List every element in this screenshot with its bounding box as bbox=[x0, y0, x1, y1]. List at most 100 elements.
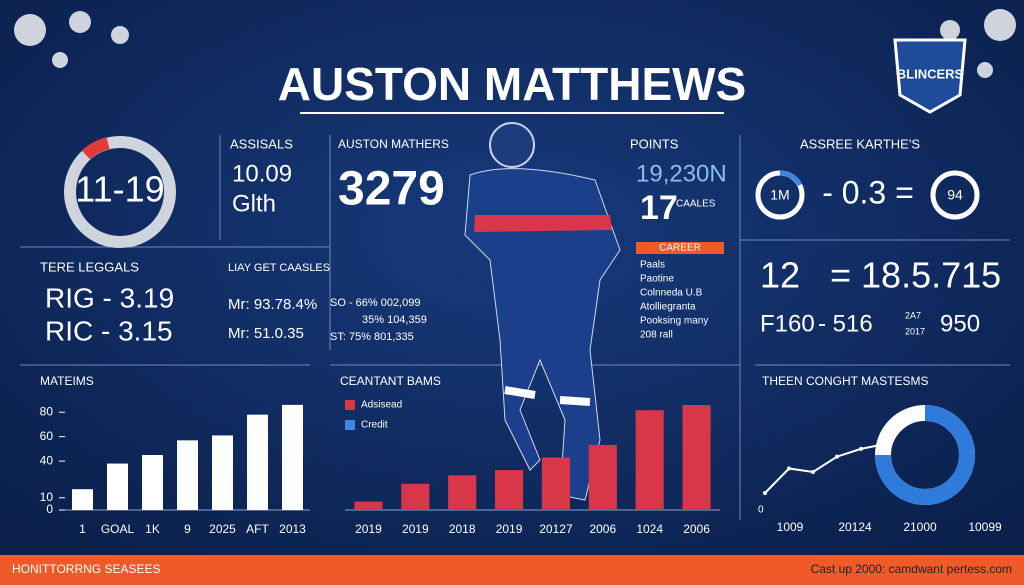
x-tick-label: 1 bbox=[79, 522, 86, 536]
bar bbox=[588, 444, 617, 510]
value: 2017 bbox=[905, 326, 925, 336]
ring bbox=[930, 170, 980, 220]
x-tick-label: 9 bbox=[184, 522, 191, 536]
bar bbox=[107, 463, 128, 510]
y-tick-label: 80 bbox=[40, 404, 54, 418]
list-item: 208 rall bbox=[640, 330, 673, 341]
list-item: Paotine bbox=[640, 274, 674, 285]
stat: ST: 75% 801,335 bbox=[330, 331, 414, 343]
origin-label: 0 bbox=[758, 505, 764, 516]
x-tick-label: 1024 bbox=[636, 522, 663, 536]
title: AUSTON MATTHEWS bbox=[278, 58, 747, 110]
x-tick-label: 21000 bbox=[903, 520, 937, 534]
x-tick-label: GOAL bbox=[101, 522, 135, 536]
value: 1M bbox=[770, 187, 789, 203]
bar bbox=[72, 489, 93, 510]
bar bbox=[177, 440, 198, 510]
point bbox=[763, 491, 767, 495]
x-tick-label: 2013 bbox=[279, 522, 306, 536]
label: TERE LEGGALS bbox=[40, 259, 139, 274]
x-tick-label: 2019 bbox=[355, 522, 382, 536]
value: = 18.5.715 bbox=[830, 255, 1001, 296]
label: POINTS bbox=[630, 136, 679, 151]
value: - 0.3 = bbox=[822, 174, 914, 210]
ring-arc bbox=[779, 170, 803, 187]
x-tick-label: 2019 bbox=[496, 522, 523, 536]
point bbox=[835, 454, 839, 459]
bar bbox=[682, 405, 711, 510]
bar bbox=[282, 404, 303, 510]
list-item: Paals bbox=[640, 260, 665, 271]
x-tick-label: 2019 bbox=[402, 522, 429, 536]
x-tick-label: 1K bbox=[145, 522, 160, 536]
point bbox=[859, 446, 863, 451]
stat: 35% 104,359 bbox=[362, 314, 427, 326]
y-tick-label: 60 bbox=[40, 429, 54, 443]
label: ASSISALS bbox=[230, 136, 293, 151]
x-tick-label: 10099 bbox=[968, 520, 1002, 534]
logo-text: BLINCERS bbox=[897, 66, 964, 81]
stat: Mr: 51.0.35 bbox=[228, 325, 304, 342]
list-item: Pooksing many bbox=[640, 316, 708, 327]
value: F160 bbox=[760, 310, 815, 337]
player bbox=[464, 122, 621, 501]
x-tick-label: AFT bbox=[246, 522, 269, 536]
list-item: Colnneda U.B bbox=[640, 288, 703, 299]
x-tick-label: 2025 bbox=[209, 522, 236, 536]
label: ASSREE KARTHE'S bbox=[800, 136, 920, 151]
value: 10.09 bbox=[232, 160, 292, 187]
footer-bar bbox=[0, 555, 1024, 585]
bar bbox=[247, 414, 268, 510]
x-tick-label: 2018 bbox=[449, 522, 476, 536]
list-item: Atolliegranta bbox=[640, 302, 696, 313]
point bbox=[787, 466, 791, 471]
row: RIC - 3.15 bbox=[45, 315, 173, 346]
bar bbox=[495, 470, 524, 510]
value: - 516 bbox=[818, 310, 873, 337]
bar bbox=[541, 457, 570, 510]
chart-title: THEEN CONGHT MASTESMS bbox=[762, 374, 928, 388]
bar bbox=[142, 455, 163, 510]
ring-value: 11-19 bbox=[75, 169, 164, 210]
bar bbox=[401, 483, 430, 510]
value: Glth bbox=[232, 190, 276, 217]
label: AUSTON MATHERS bbox=[338, 137, 449, 151]
value: 19,230N bbox=[636, 160, 727, 187]
legend-label: Adsisead bbox=[361, 400, 402, 411]
legend-swatch bbox=[345, 420, 355, 430]
value: 950 bbox=[940, 310, 980, 337]
y-tick-label: 0 bbox=[46, 502, 53, 516]
x-tick-label: 2006 bbox=[683, 522, 710, 536]
x-tick-label: 20124 bbox=[838, 520, 872, 534]
y-tick-label: 10 bbox=[40, 490, 54, 504]
donut-arc bbox=[875, 405, 975, 505]
x-tick-label: 2006 bbox=[589, 522, 616, 536]
footer-left: HONITTORRNG SEASEES bbox=[12, 562, 160, 576]
badge-text: CAREER bbox=[659, 243, 701, 254]
value: 94 bbox=[947, 187, 963, 203]
lights bbox=[14, 9, 1016, 78]
x-tick-label: 20127 bbox=[539, 522, 573, 536]
bar bbox=[354, 501, 383, 510]
bar bbox=[448, 475, 477, 510]
legend-swatch bbox=[345, 400, 355, 410]
x-tick-label: 1009 bbox=[777, 520, 804, 534]
legend-label: Credit bbox=[361, 420, 388, 431]
value: 2A7 bbox=[905, 310, 921, 320]
point bbox=[811, 470, 815, 474]
bar bbox=[635, 410, 664, 510]
ring: 11-19 bbox=[64, 136, 176, 248]
sub: CAALES bbox=[676, 199, 716, 210]
footer-right: Cast up 2000: camdwant pertess.com bbox=[811, 562, 1012, 576]
chart-title: MATEIMS bbox=[40, 374, 94, 388]
logo: BLINCERS bbox=[893, 38, 967, 114]
bar bbox=[212, 435, 233, 510]
label: LIAY GET CAASLES bbox=[228, 262, 330, 274]
value: 17 bbox=[640, 189, 678, 227]
line bbox=[764, 443, 886, 494]
row: RIG - 3.19 bbox=[45, 282, 174, 313]
stat: Mr: 93.78.4% bbox=[228, 296, 317, 313]
y-tick-label: 40 bbox=[40, 453, 54, 467]
badge bbox=[636, 242, 724, 254]
